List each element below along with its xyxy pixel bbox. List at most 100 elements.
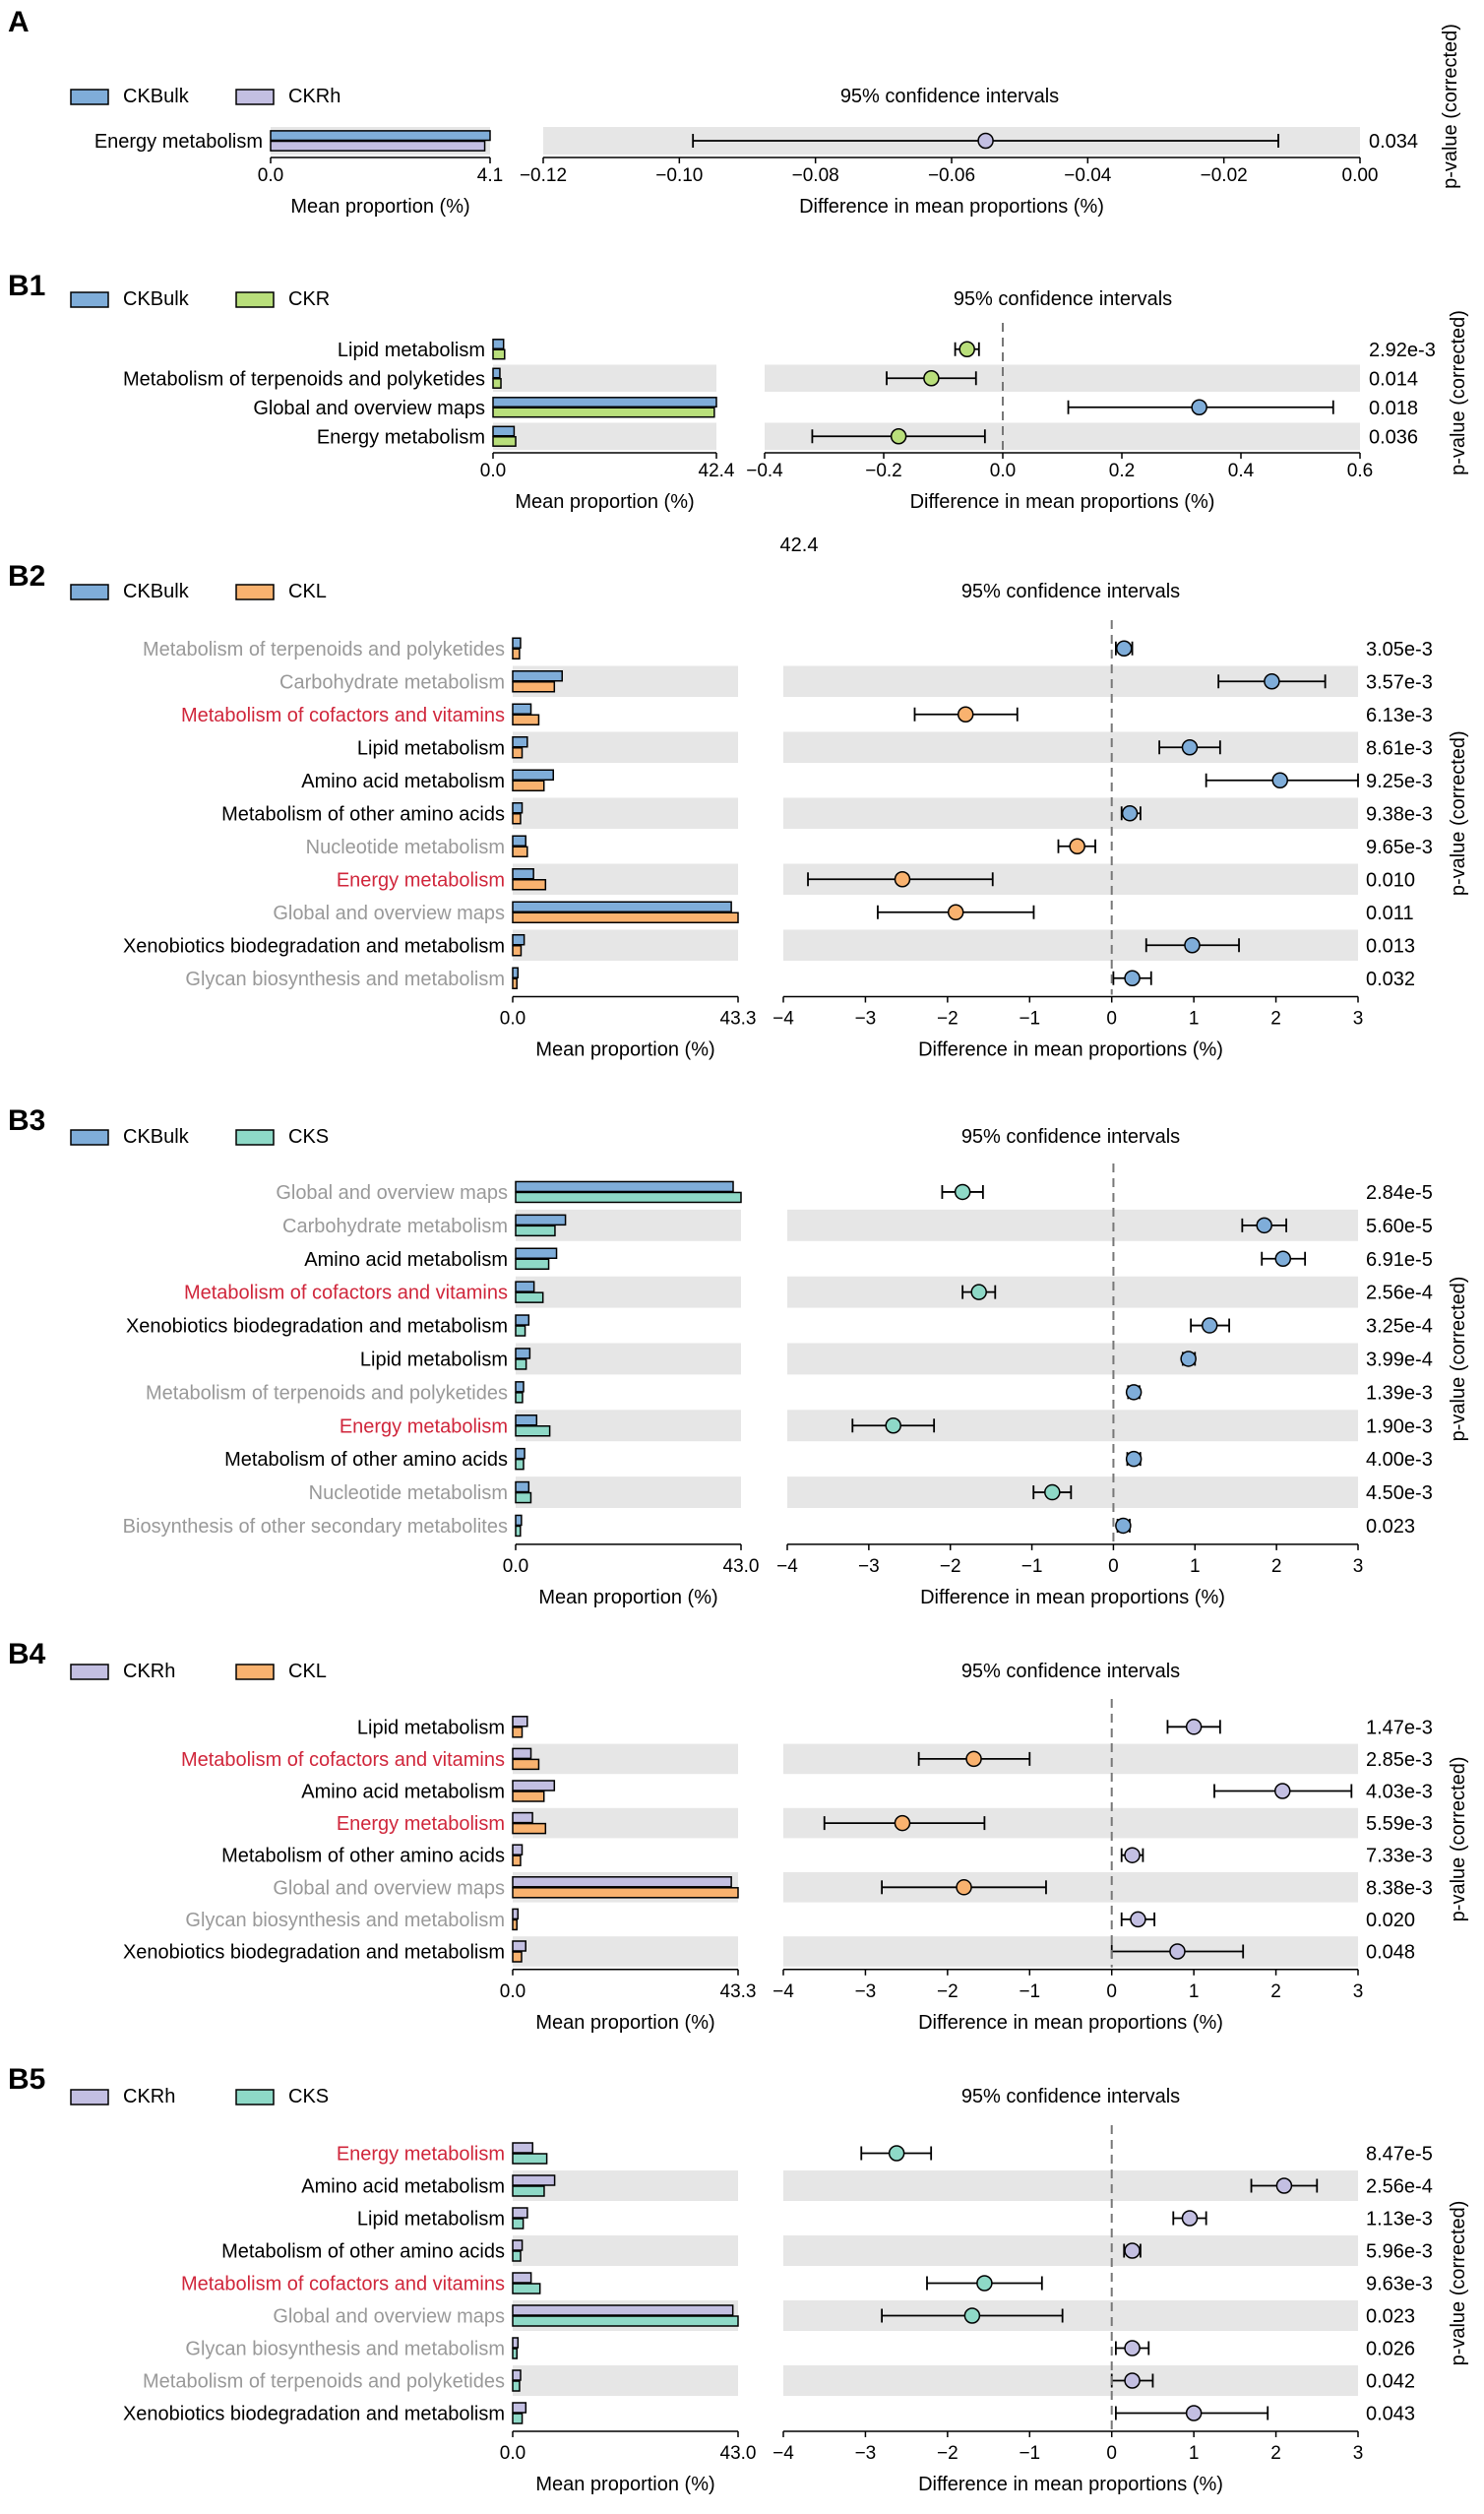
pvalue-text: 1.13e-3: [1366, 2209, 1433, 2231]
bar-axis-tick-label: 0.0: [500, 1009, 526, 1030]
pvalue-text: 9.63e-3: [1366, 2274, 1433, 2295]
category-label: Global and overview maps: [276, 1182, 508, 1204]
difference-point: [976, 2275, 993, 2292]
bar-b2-ckl: [512, 714, 540, 725]
bar-b2-ckl: [512, 846, 528, 857]
bar-b2-ckbulk: [512, 934, 526, 946]
category-label: Lipid metabolism: [360, 1349, 508, 1370]
ci-axis-tick-label: −2: [937, 1009, 958, 1030]
pvalue-text: 0.023: [1366, 1516, 1415, 1538]
pvalue-text: 3.57e-3: [1366, 671, 1433, 693]
panel-letter-b4: B4: [8, 1638, 46, 1670]
row-band-bar-b1: [493, 364, 716, 392]
ci-axis-tick-label: −1: [1019, 1981, 1040, 2002]
bar-b1-ckr: [492, 436, 517, 447]
category-label: Energy metabolism: [337, 869, 505, 891]
panel-letter-b5: B5: [8, 2063, 45, 2096]
bar-b3-ckbulk: [515, 1180, 734, 1193]
bar-axis-title-b3: Mean proportion (%): [538, 1587, 717, 1608]
bar-b2-ckl: [512, 681, 556, 693]
row-band-ci-b3: [787, 1343, 1358, 1375]
bar-b3-ckbulk: [515, 1281, 535, 1292]
difference-point: [890, 428, 907, 445]
row-band-ci-b5: [783, 2300, 1358, 2331]
pvalue-text: 9.38e-3: [1366, 803, 1433, 825]
bar-b2-ckbulk: [512, 967, 520, 978]
legend-label-b3-2: CKS: [288, 1126, 329, 1148]
legend-swatch-b3-1: [70, 1129, 109, 1146]
bar-b3-ckbulk: [515, 1348, 531, 1359]
ci-axis-tick-label: 0.6: [1347, 461, 1373, 481]
bar-b3-ckbulk: [515, 1447, 526, 1460]
row-band-bar-b3: [516, 1477, 741, 1508]
bar-axis-title-a: Mean proportion (%): [290, 196, 469, 218]
ci-axis-tick-label: −0.10: [655, 165, 703, 186]
row-band-bar-b3: [516, 1343, 741, 1375]
bar-b4-ckrh: [512, 1940, 526, 1952]
category-label: Metabolism of other amino acids: [221, 803, 505, 825]
bar-b5-ckrh: [512, 2207, 528, 2219]
ci-axis-tick-label: −0.04: [1064, 165, 1112, 186]
legend-swatch-b1-1: [70, 291, 109, 308]
row-band-bar-b5: [513, 2365, 738, 2396]
legend-label-b4-2: CKL: [288, 1661, 327, 1682]
difference-point: [1125, 1384, 1143, 1401]
pvalue-text: 6.91e-5: [1366, 1249, 1433, 1271]
bar-b4-ckl: [512, 1854, 522, 1866]
ci-axis-tick-label: −3: [855, 1009, 877, 1030]
difference-point: [1264, 673, 1280, 690]
row-band-ci-b3: [787, 1477, 1358, 1508]
ci-title-b1: 95% confidence intervals: [954, 288, 1172, 310]
pvalue-text: 4.50e-3: [1366, 1482, 1433, 1504]
ci-axis-tick-label: −4: [773, 1009, 794, 1030]
bar-b5-cks: [512, 2413, 524, 2424]
difference-point: [1130, 1911, 1146, 1928]
difference-point: [1184, 937, 1201, 954]
bar-axis-tick-label: 43.0: [723, 1556, 760, 1577]
category-label: Amino acid metabolism: [304, 1249, 508, 1271]
difference-point: [1115, 640, 1133, 657]
difference-point: [977, 132, 994, 150]
category-label: Metabolism of terpenoids and polyketides: [143, 2371, 505, 2393]
difference-point: [1274, 1250, 1292, 1267]
bar-b5-ckrh: [512, 2337, 520, 2349]
pvalue-text: 0.043: [1366, 2404, 1415, 2425]
ci-axis-tick-label: −2: [937, 2443, 958, 2464]
legend-swatch-a-1: [70, 89, 109, 105]
bar-b3-cks: [515, 1291, 544, 1303]
pvalue-text: 7.33e-3: [1366, 1846, 1433, 1867]
bar-b5-cks: [512, 2380, 521, 2392]
category-label: Energy metabolism: [340, 1415, 508, 1437]
difference-point: [1169, 1943, 1186, 1960]
bar-axis-tick-label: 0.0: [503, 1556, 528, 1577]
bar-b2-ckbulk: [512, 835, 526, 847]
panel-letter-a: A: [8, 6, 30, 38]
legend-label-b2-1: CKBulk: [123, 581, 190, 602]
pvalue-text: 4.03e-3: [1366, 1782, 1433, 1803]
ci-axis-tick-label: 0: [1106, 1009, 1117, 1030]
legend-label-b5-2: CKS: [288, 2086, 329, 2107]
ci-axis-tick-label: 3: [1353, 1009, 1364, 1030]
bar-b4-ckl: [512, 1791, 545, 1802]
bar-b3-cks: [515, 1225, 556, 1237]
bar-axis-tick-label: 0.0: [500, 2443, 526, 2464]
row-band-ci-b3: [787, 1276, 1358, 1308]
bar-b4-ckrh: [512, 1716, 528, 1728]
row-band-ci-b2: [783, 731, 1358, 763]
difference-point: [1124, 2340, 1141, 2357]
difference-point: [1115, 1517, 1132, 1535]
bar-b3-ckbulk: [515, 1414, 538, 1426]
ci-axis-tick-label: −4: [773, 2443, 794, 2464]
legend-swatch-a-2: [235, 89, 275, 105]
difference-point: [1256, 1217, 1272, 1234]
ci-axis-tick-label: −4: [776, 1556, 798, 1577]
pvalue-text: 5.96e-3: [1366, 2241, 1433, 2263]
bar-b2-ckl: [512, 813, 522, 825]
bar-b5-ckrh: [512, 2174, 556, 2186]
bar-b2-ckbulk: [512, 868, 534, 880]
ci-title-a: 95% confidence intervals: [840, 86, 1059, 107]
pvalue-text: 2.56e-4: [1366, 2176, 1433, 2198]
category-label: Glycan biosynthesis and metabolism: [185, 1910, 505, 1931]
pvalue-axis-label-b5: p-value (corrected): [1448, 2201, 1469, 2366]
bar-b4-ckrh: [512, 1780, 556, 1791]
